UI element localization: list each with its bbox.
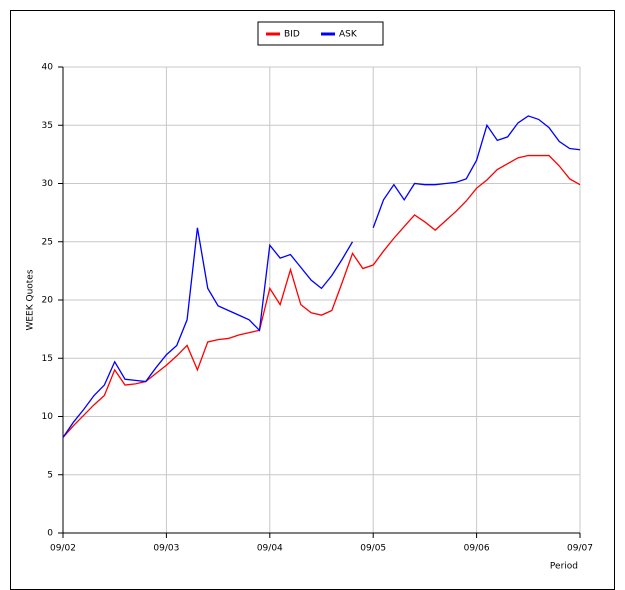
legend-box — [257, 21, 384, 46]
line-series — [62, 154, 581, 438]
x-tick-label: 09/06 — [464, 544, 490, 554]
y-tick-label: 15 — [42, 354, 53, 364]
y-tick-label: 5 — [47, 470, 53, 480]
legend-label: BID — [284, 30, 300, 40]
y-tick-label: 25 — [42, 237, 53, 247]
y-axis-label: WEEK Quotes — [26, 269, 36, 330]
y-tick-label: 30 — [42, 179, 54, 189]
legend-label: ASK — [339, 30, 358, 40]
y-tick-label: 35 — [42, 121, 53, 131]
y-tick-label: 10 — [42, 412, 54, 422]
y-tick-label: 20 — [42, 296, 54, 306]
line-series — [62, 227, 354, 438]
x-tick-label: 09/07 — [567, 544, 593, 554]
x-tick-label: 09/05 — [360, 544, 386, 554]
line-series — [372, 115, 581, 228]
x-tick-label: 09/02 — [50, 544, 76, 554]
x-tick-label: 09/03 — [153, 544, 179, 554]
x-tick-label: 09/04 — [257, 544, 283, 554]
x-axis-label: Period — [550, 562, 578, 572]
y-tick-label: 0 — [47, 529, 53, 539]
y-tick-label: 40 — [42, 63, 54, 73]
